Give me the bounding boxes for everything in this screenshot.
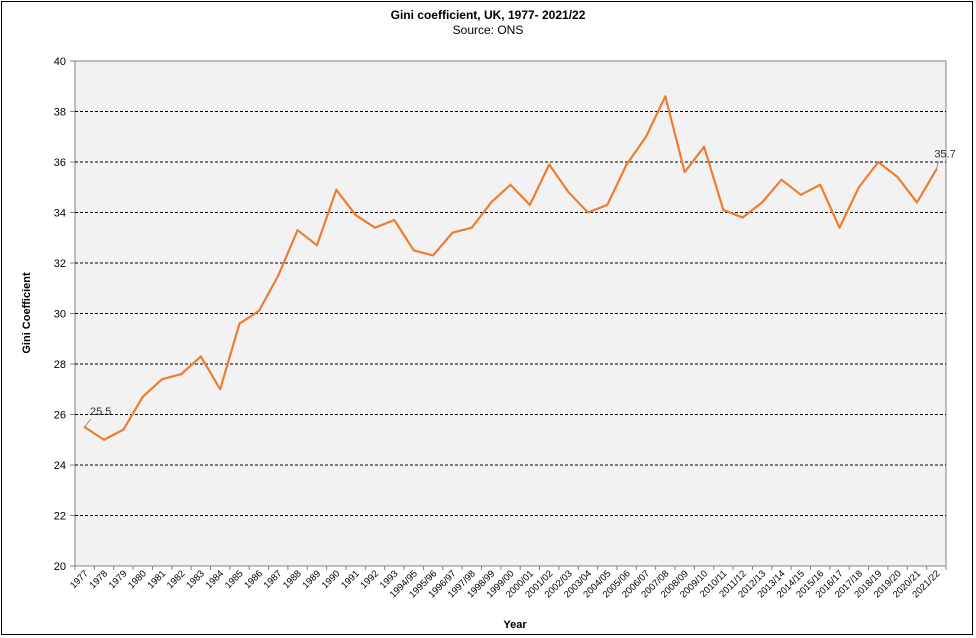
y-tick-label: 22	[54, 511, 66, 523]
x-tick-label: 1986	[242, 568, 265, 591]
data-point	[335, 188, 338, 191]
data-point	[741, 216, 744, 219]
data-point	[238, 322, 241, 325]
data-point	[103, 438, 106, 441]
x-axis-title: Year	[503, 619, 527, 631]
data-point	[722, 208, 725, 211]
x-tick-label: 1991	[339, 568, 362, 591]
data-point	[432, 254, 435, 257]
y-tick-label: 24	[54, 460, 66, 472]
data-point	[664, 95, 667, 98]
data-point	[470, 226, 473, 229]
data-point	[877, 161, 880, 163]
data-point	[277, 274, 280, 277]
data-point	[799, 193, 802, 196]
series-layer	[83, 95, 938, 441]
x-tick-label: 1988	[281, 568, 304, 591]
data-point	[490, 201, 493, 204]
data-label-leader	[935, 161, 939, 170]
data-point	[625, 163, 628, 166]
y-axis-ticks: 20 22 24 26 28 30 32 34 36 38 40	[54, 56, 75, 573]
chart-title: Gini coefficient, UK, 1977- 2021/22	[390, 8, 586, 22]
x-tick-label: 1989	[300, 568, 323, 591]
chart-subtitle: Source: ONS	[452, 23, 524, 37]
y-tick-label: 36	[54, 157, 66, 169]
x-tick-label: 1979	[107, 568, 130, 591]
data-point	[122, 428, 125, 431]
y-tick-label: 38	[54, 107, 66, 119]
data-point	[915, 201, 918, 204]
y-tick-label: 32	[54, 258, 66, 270]
data-point	[761, 201, 764, 204]
data-point	[315, 244, 318, 247]
data-point	[548, 163, 551, 166]
data-point	[393, 219, 396, 222]
x-tick-label: 1990	[320, 568, 343, 591]
y-tick-label: 34	[54, 208, 66, 220]
data-point	[896, 176, 899, 179]
data-label: 35.7	[934, 149, 955, 161]
data-point	[509, 183, 512, 186]
data-label: 25.5	[90, 406, 111, 418]
y-tick-label: 20	[54, 561, 66, 573]
data-point	[644, 135, 647, 138]
x-tick-label: 1985	[223, 568, 246, 591]
data-point	[703, 145, 706, 148]
x-tick-label: 1977	[68, 568, 91, 591]
data-point	[354, 214, 357, 217]
data-point	[528, 203, 531, 206]
data-point	[857, 186, 860, 189]
data-point	[451, 231, 454, 234]
data-point	[780, 178, 783, 181]
data-point	[412, 249, 415, 252]
x-tick-label: 1987	[262, 568, 285, 591]
data-point	[683, 171, 686, 174]
data-labels: 25.5 35.7	[84, 149, 956, 428]
x-tick-label: 1980	[126, 568, 149, 591]
y-tick-label: 30	[54, 309, 66, 321]
data-point	[606, 203, 609, 206]
data-point	[257, 309, 260, 312]
x-tick-label: 1978	[87, 568, 110, 591]
data-point	[586, 211, 589, 214]
data-point	[219, 388, 222, 391]
data-point	[374, 226, 377, 229]
y-tick-label: 28	[54, 359, 66, 371]
y-tick-label: 26	[54, 410, 66, 422]
data-point	[180, 373, 183, 376]
x-tick-label: 1983	[184, 568, 207, 591]
x-tick-label: 1984	[204, 568, 227, 591]
y-tick-label: 40	[54, 56, 66, 68]
data-point	[819, 183, 822, 186]
x-tick-label: 1982	[165, 568, 188, 591]
data-point	[141, 395, 144, 398]
data-point	[296, 229, 299, 232]
x-axis-ticks: 1977197819791980198119821983198419851986…	[68, 566, 947, 600]
data-point	[161, 378, 164, 381]
x-tick-label: 1981	[145, 568, 168, 591]
data-point	[199, 355, 202, 358]
data-point	[838, 226, 841, 229]
data-point	[567, 191, 570, 194]
data-label-leader	[84, 418, 91, 428]
x-tick-label: 1992	[358, 568, 381, 591]
gridlines	[75, 111, 946, 516]
y-axis-title: Gini Coefficient	[21, 272, 33, 354]
